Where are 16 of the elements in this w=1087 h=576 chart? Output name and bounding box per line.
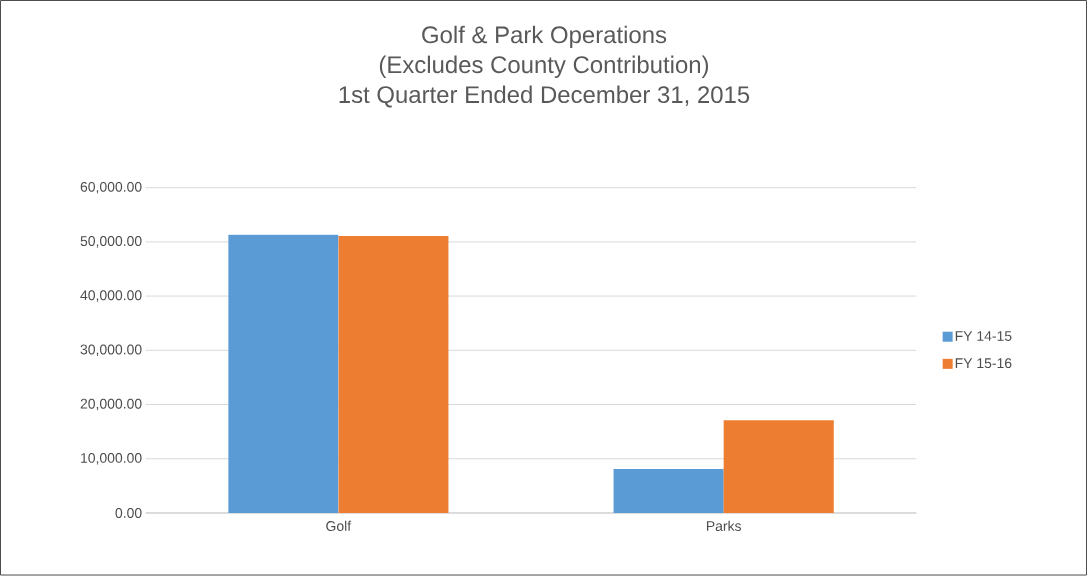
legend-label: FY 15-16 xyxy=(955,358,1012,369)
y-tick-label: 10,000.00 xyxy=(81,453,142,465)
bar xyxy=(723,420,834,514)
chart-title: Golf & Park Operations (Excludes County Contribution) 1st Quarter Ended December 31, 2015 xyxy=(339,25,750,108)
y-tick-label: 50,000.00 xyxy=(80,236,142,248)
legend-label: FY 14-15 xyxy=(955,331,1012,342)
y-tick-label: 0.00 xyxy=(115,508,142,519)
y-tick-label: 30,000.00 xyxy=(80,344,142,357)
bar xyxy=(613,469,724,514)
y-tick-label: 40,000.00 xyxy=(80,290,142,303)
x-tick-label: Parks xyxy=(706,520,741,532)
y-tick-label: 20,000.00 xyxy=(80,398,142,411)
y-tick-label: 60,000.00 xyxy=(80,182,142,194)
x-tick-label: Golf xyxy=(326,520,352,532)
bar xyxy=(228,235,339,514)
bar xyxy=(338,236,449,514)
